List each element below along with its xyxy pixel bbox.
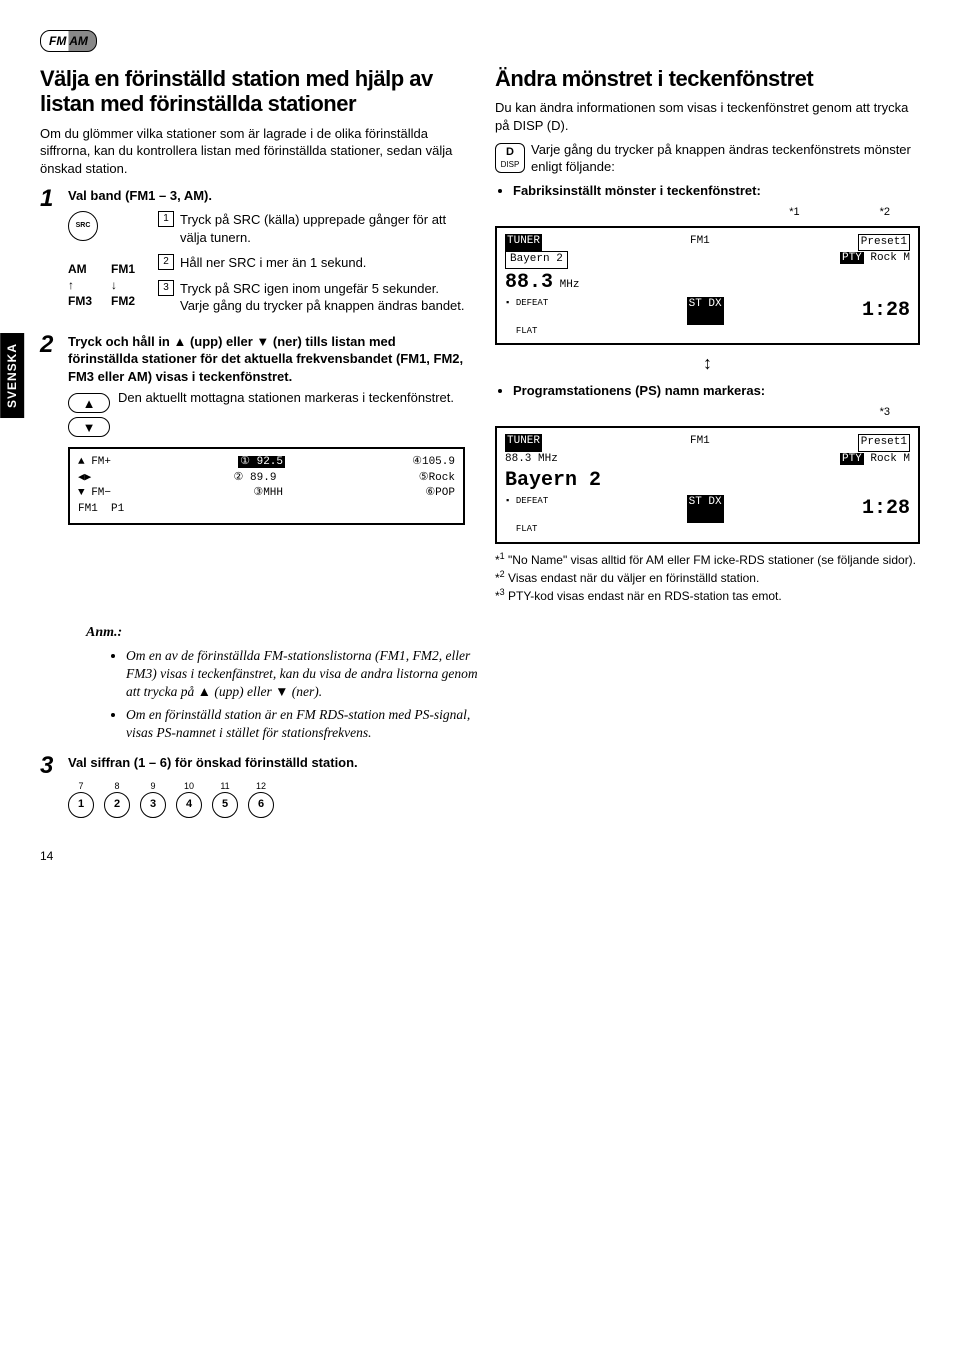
preset-btn-5[interactable]: 5 — [212, 792, 238, 818]
footnote-2: *2 Visas endast när du väljer en förinst… — [495, 568, 920, 586]
lcd1-pty: PTY — [840, 252, 864, 264]
lcd1-preset: Preset1 — [858, 234, 910, 251]
lcd2-fm1: FM1 — [690, 434, 710, 451]
substep-3-num: 3 — [158, 280, 174, 296]
band-fm2: FM2 — [111, 293, 148, 309]
left-intro: Om du glömmer vilka stationer som är lag… — [40, 125, 465, 178]
preset-btn-1[interactable]: 1 — [68, 792, 94, 818]
lcd2-ps-big: Bayern 2 — [505, 467, 601, 495]
preset-list-lcd: ▲ FM+ ① 92.5 ④105.9 ◀▶ ② 89.9 ⑤Rock ▼ FM… — [68, 447, 465, 525]
lcd-r2c: ⑤Rock — [419, 471, 455, 486]
lcd1-mhz: MHz — [560, 279, 580, 291]
substep-1-text: Tryck på SRC (källa) upprepade gånger fö… — [180, 211, 465, 246]
right-intro-2: Varje gång du trycker på knappen ändras … — [531, 141, 920, 176]
band-cycle-diagram: AM FM1 ↑ ↓ FM3 FM2 — [68, 261, 148, 310]
lcd-pattern-1: TUNER FM1 Preset1 Bayern 2 PTY Rock M 88… — [495, 226, 920, 345]
lcd2-freq-line: 88.3 MHz — [505, 452, 558, 467]
step-1-number: 1 — [40, 187, 60, 211]
language-tab: SVENSKA — [0, 333, 24, 418]
lcd1-clock: 1:28 — [862, 297, 910, 325]
lcd-r4a: FM1 — [78, 503, 98, 515]
right-intro-1: Du kan ändra informationen som visas i t… — [495, 99, 920, 134]
lcd1-fm1: FM1 — [690, 234, 710, 251]
footnote-3: *3 PTY-kod visas endast när en RDS-stati… — [495, 586, 920, 604]
preset-button-row: 7 1 8 2 9 3 10 4 11 5 12 6 — [68, 780, 920, 818]
band-am: AM — [68, 261, 105, 277]
bullet-factory-pattern: Fabriksinställt mönster i teckenfönstret… — [513, 183, 761, 198]
lcd1-stdx: ST DX — [687, 297, 724, 325]
anm-heading: Anm.: — [86, 624, 486, 643]
preset-btn-6[interactable]: 6 — [248, 792, 274, 818]
preset-btn-3[interactable]: 3 — [140, 792, 166, 818]
footnote-1: *1 "No Name" visas alltid för AM eller F… — [495, 550, 920, 568]
preset-btn-top-2: 8 — [114, 780, 119, 790]
fm-am-badge: FM AM — [40, 30, 97, 52]
lcd-r4b: P1 — [111, 503, 124, 515]
preset-btn-top-4: 10 — [184, 780, 194, 790]
lcd1-ps: Bayern 2 — [505, 251, 568, 268]
substep-2-text: Håll ner SRC i mer än 1 sekund. — [180, 254, 366, 272]
lcd2-tuner: TUNER — [505, 434, 542, 451]
anm-note-1: Om en av de förinställda FM-stationslist… — [126, 647, 486, 702]
lcd1-tuner: TUNER — [505, 234, 542, 251]
lcd-r2b: ② 89.9 — [234, 471, 277, 486]
right-section-title: Ändra mönstret i teckenfönstret — [495, 66, 920, 91]
src-button-icon: SRC — [68, 211, 98, 241]
bullet-ps-highlight: Programstationens (PS) namn markeras: — [513, 383, 765, 398]
lcd1-freq: 88.3 — [505, 271, 553, 294]
lcd1-defeat: DEFEAT — [516, 298, 548, 308]
anm-note-2: Om en förinställd station är en FM RDS-s… — [126, 706, 486, 742]
preset-btn-top-1: 7 — [78, 780, 83, 790]
lcd-r2a: ◀▶ — [78, 471, 91, 486]
updown-buttons-icon: ▲ ▼ — [68, 389, 110, 441]
lcd-r3b: ③MHH — [253, 486, 283, 501]
preset-btn-top-5: 11 — [220, 780, 229, 790]
preset-btn-top-3: 9 — [150, 780, 155, 790]
preset-btn-4[interactable]: 4 — [176, 792, 202, 818]
lcd2-flat: FLAT — [516, 524, 538, 534]
lcd2-pty: PTY — [840, 453, 864, 465]
disp-button-icon: D DISP — [495, 143, 525, 173]
annot-star-1: *1 — [789, 205, 799, 220]
step-3-label: Val siffran (1 – 6) för önskad förinstäl… — [68, 754, 920, 772]
annot-star-3: *3 — [880, 405, 890, 420]
substep-1-num: 1 — [158, 211, 174, 227]
lcd-r1b: ① 92.5 — [238, 455, 285, 470]
annot-star-2: *2 — [880, 205, 890, 220]
band-fm1: FM1 — [111, 261, 148, 277]
lcd-r3c: ⑥POP — [425, 486, 455, 501]
lcd2-stdx: ST DX — [687, 495, 724, 523]
up-down-arrow-icon: ↕ — [495, 351, 920, 375]
preset-btn-2[interactable]: 2 — [104, 792, 130, 818]
lcd1-ptytype: Rock M — [870, 252, 910, 264]
step-2-after: Den aktuellt mottagna stationen markeras… — [118, 389, 454, 407]
step-2-label: Tryck och håll in ▲ (upp) eller ▼ (ner) … — [68, 333, 465, 386]
band-fm3: FM3 — [68, 293, 105, 309]
left-section-title: Välja en förinställd station med hjälp a… — [40, 66, 465, 117]
lcd-r3a: ▼ FM− — [78, 486, 111, 501]
preset-btn-top-6: 12 — [256, 780, 266, 790]
substep-2-num: 2 — [158, 254, 174, 270]
substep-3a-text: Tryck på SRC igen inom ungefär 5 sekunde… — [180, 281, 439, 296]
lcd-pattern-2: TUNER FM1 Preset1 88.3 MHz PTY Rock M Ba… — [495, 426, 920, 543]
step-1-label: Val band (FM1 – 3, AM). — [68, 187, 465, 205]
lcd2-defeat: DEFEAT — [516, 496, 548, 506]
page-number: 14 — [40, 848, 920, 864]
step-2-number: 2 — [40, 333, 60, 357]
substep-3b-text: Varje gång du trycker på knappen ändras … — [180, 298, 465, 313]
lcd1-flat: FLAT — [516, 326, 538, 336]
lcd2-ptytype: Rock M — [870, 453, 910, 465]
lcd2-preset: Preset1 — [858, 434, 910, 451]
lcd-r1a: ▲ FM+ — [78, 455, 111, 470]
step-3-number: 3 — [40, 754, 60, 778]
lcd2-clock: 1:28 — [862, 495, 910, 523]
lcd-r1c: ④105.9 — [412, 455, 455, 470]
